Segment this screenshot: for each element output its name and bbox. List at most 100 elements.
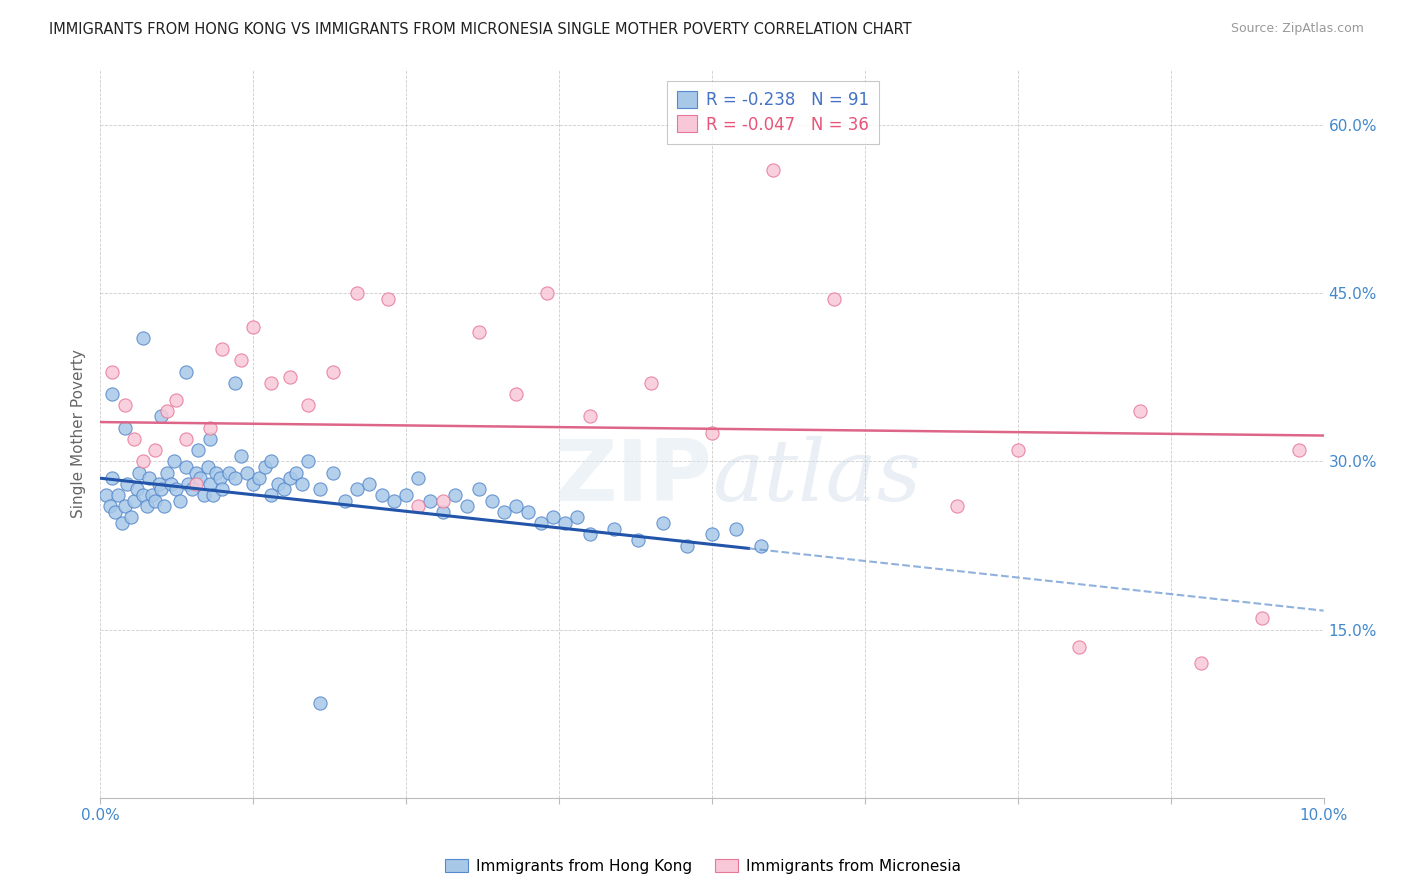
Point (309, 696, 332, 710)
Text: Source: ZipAtlas.com: Source: ZipAtlas.com (1230, 22, 1364, 36)
Point (150, 409, 173, 424)
Point (96, 488, 118, 502)
Point (541, 510, 564, 524)
Point (200, 476, 222, 491)
Point (169, 493, 191, 508)
Point (211, 483, 233, 497)
Point (406, 500, 429, 514)
Point (1067, 640, 1090, 654)
Point (200, 420, 222, 434)
Point (945, 500, 967, 514)
Point (505, 500, 527, 514)
Point (148, 476, 170, 491)
Point (432, 505, 454, 519)
Point (224, 376, 246, 390)
Point (517, 505, 540, 519)
Point (640, 376, 662, 390)
Point (700, 426, 723, 441)
Point (468, 326, 491, 340)
Point (1007, 443, 1029, 458)
Point (135, 500, 157, 514)
Point (115, 476, 138, 491)
Point (406, 471, 429, 485)
Point (200, 432, 222, 446)
Point (762, 162, 785, 177)
Y-axis label: Single Mother Poverty: Single Mother Poverty (72, 349, 86, 517)
Point (114, 398, 136, 412)
Point (370, 488, 392, 502)
Point (132, 331, 155, 345)
Point (174, 432, 197, 446)
Point (419, 493, 441, 508)
Point (98, 500, 121, 514)
Point (505, 387, 527, 401)
Point (432, 493, 454, 508)
Point (120, 510, 142, 524)
Legend: R = -0.238   N = 91, R = -0.047   N = 36: R = -0.238 N = 91, R = -0.047 N = 36 (668, 80, 879, 144)
Point (229, 449, 252, 463)
Point (190, 471, 212, 485)
Point (395, 488, 418, 502)
Point (174, 460, 197, 475)
Point (132, 454, 155, 468)
Point (143, 443, 166, 458)
Point (242, 476, 264, 491)
Point (205, 466, 228, 480)
Point (141, 488, 163, 502)
Point (152, 500, 174, 514)
Point (309, 483, 332, 497)
Point (297, 454, 319, 468)
Point (284, 466, 307, 480)
Point (377, 292, 399, 306)
Point (242, 319, 264, 334)
Point (359, 476, 381, 491)
Point (184, 476, 207, 491)
Point (1251, 611, 1274, 625)
Point (101, 365, 124, 379)
Point (114, 420, 136, 434)
Point (156, 466, 179, 480)
Point (603, 522, 626, 536)
Point (177, 476, 200, 491)
Legend: Immigrants from Hong Kong, Immigrants from Micronesia: Immigrants from Hong Kong, Immigrants fr… (439, 853, 967, 880)
Point (725, 522, 748, 536)
Point (468, 483, 491, 497)
Point (165, 483, 187, 497)
Point (143, 493, 166, 508)
Point (278, 370, 301, 384)
Point (567, 510, 589, 524)
Point (128, 466, 150, 480)
Point (578, 409, 600, 424)
Point (333, 493, 356, 508)
Text: ZIP: ZIP (554, 435, 711, 518)
Point (229, 353, 252, 368)
Point (114, 500, 136, 514)
Point (456, 500, 478, 514)
Point (260, 376, 283, 390)
Point (187, 443, 209, 458)
Point (218, 466, 240, 480)
Point (1288, 443, 1310, 458)
Point (529, 516, 551, 530)
Text: IMMIGRANTS FROM HONG KONG VS IMMIGRANTS FROM MICRONESIA SINGLE MOTHER POVERTY CO: IMMIGRANTS FROM HONG KONG VS IMMIGRANTS … (49, 22, 912, 37)
Text: atlas: atlas (711, 435, 921, 518)
Point (184, 466, 207, 480)
Point (322, 466, 344, 480)
Point (492, 505, 515, 519)
Point (201, 488, 224, 502)
Point (197, 460, 219, 475)
Point (138, 471, 160, 485)
Point (536, 285, 558, 300)
Point (266, 476, 288, 491)
Point (291, 476, 314, 491)
Point (101, 471, 124, 485)
Point (346, 483, 368, 497)
Point (481, 493, 503, 508)
Point (165, 392, 187, 407)
Point (278, 471, 301, 485)
Point (150, 483, 173, 497)
Point (211, 342, 233, 356)
Point (104, 505, 127, 519)
Point (1189, 657, 1212, 671)
Point (627, 533, 650, 547)
